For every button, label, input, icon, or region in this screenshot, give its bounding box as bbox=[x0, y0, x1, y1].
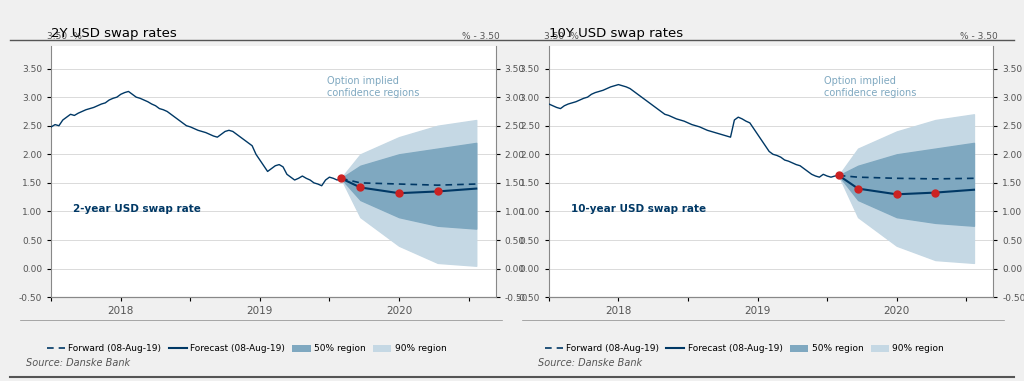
Text: Source: Danske Bank: Source: Danske Bank bbox=[26, 358, 130, 368]
Point bbox=[830, 172, 847, 178]
Text: 2Y USD swap rates: 2Y USD swap rates bbox=[51, 27, 177, 40]
Text: 2-year USD swap rate: 2-year USD swap rate bbox=[74, 204, 202, 214]
Text: 10Y USD swap rates: 10Y USD swap rates bbox=[549, 27, 683, 40]
Legend: Forward (08-Aug-19), Forecast (08-Aug-19), 50% region, 90% region: Forward (08-Aug-19), Forecast (08-Aug-19… bbox=[545, 344, 944, 354]
Text: Option implied
confidence regions: Option implied confidence regions bbox=[824, 76, 916, 98]
Text: 3.50 -%: 3.50 -% bbox=[545, 32, 580, 41]
Point bbox=[889, 191, 905, 197]
Legend: Forward (08-Aug-19), Forecast (08-Aug-19), 50% region, 90% region: Forward (08-Aug-19), Forecast (08-Aug-19… bbox=[47, 344, 446, 354]
Point bbox=[333, 175, 349, 181]
Point bbox=[352, 184, 369, 190]
Point bbox=[391, 190, 408, 196]
Point bbox=[429, 188, 445, 194]
Point bbox=[927, 189, 943, 196]
Text: Option implied
confidence regions: Option implied confidence regions bbox=[327, 76, 419, 98]
Text: 10-year USD swap rate: 10-year USD swap rate bbox=[571, 204, 707, 214]
Text: % - 3.50: % - 3.50 bbox=[959, 32, 997, 41]
Text: % - 3.50: % - 3.50 bbox=[462, 32, 500, 41]
Point bbox=[850, 186, 866, 192]
Text: Source: Danske Bank: Source: Danske Bank bbox=[538, 358, 642, 368]
Text: 3.50 -%: 3.50 -% bbox=[47, 32, 82, 41]
